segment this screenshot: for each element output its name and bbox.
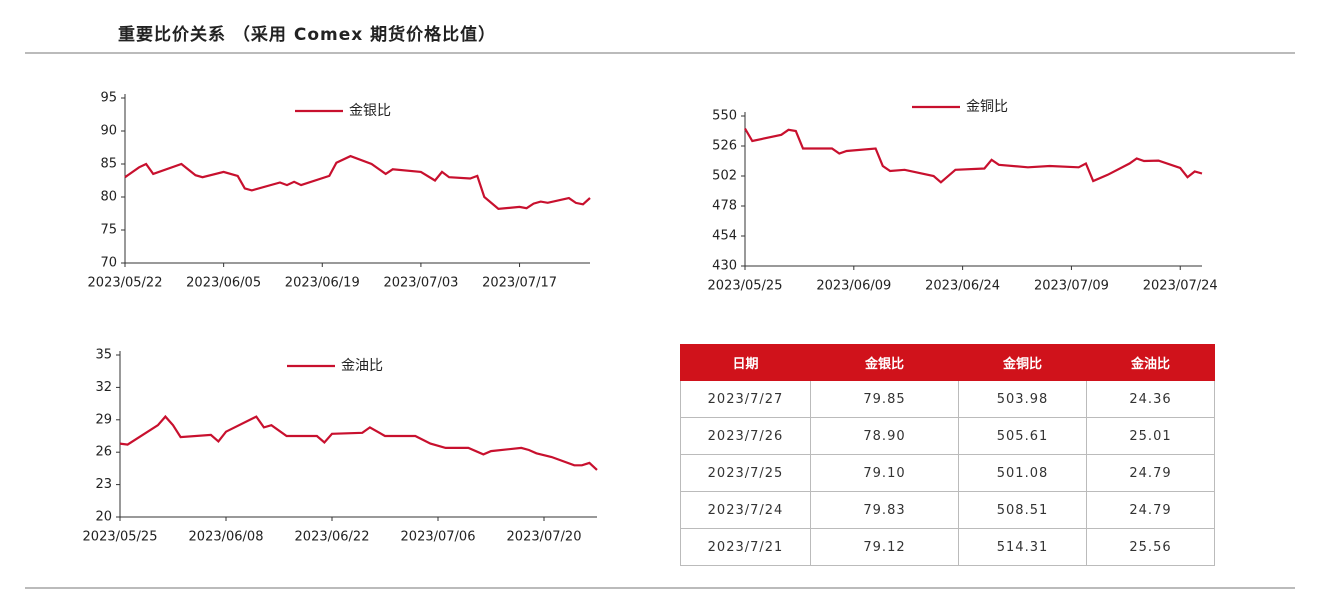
y-tick-label: 26	[95, 445, 112, 460]
y-tick-label: 502	[712, 169, 737, 184]
table-cell: 503.98	[958, 380, 1087, 418]
table-row: 2023/7/21 79.12 514.31 25.56	[680, 528, 1215, 566]
table-cell: 25.01	[1086, 417, 1215, 455]
table-row: 2023/7/27 79.85 503.98 24.36	[680, 380, 1215, 418]
x-tick-label: 2023/05/25	[83, 530, 158, 545]
table-cell: 2023/7/27	[680, 380, 811, 418]
table-cell: 25.56	[1086, 528, 1215, 566]
table-cell: 24.36	[1086, 380, 1215, 418]
data-table: 日期 金银比 金铜比 金油比 2023/7/27 79.85 503.98 24.36 2023…	[680, 344, 1215, 566]
table-cell: 79.83	[810, 491, 959, 529]
table-row: 2023/7/24 79.83 508.51 24.79	[680, 491, 1215, 529]
y-tick-label: 430	[712, 259, 737, 274]
y-tick-label: 32	[95, 380, 112, 395]
table-cell: 2023/7/24	[680, 491, 811, 529]
legend-label: 金银比	[349, 103, 391, 119]
y-tick-label: 20	[95, 510, 112, 525]
x-tick-label: 2023/07/20	[507, 530, 582, 545]
y-tick-label: 526	[712, 139, 737, 154]
legend-label: 金铜比	[966, 99, 1008, 115]
column-header: 金银比	[810, 344, 959, 381]
x-tick-label: 2023/07/24	[1143, 279, 1218, 294]
y-tick-label: 29	[95, 412, 112, 427]
y-tick-label: 70	[100, 256, 117, 271]
page-title: 重要比价关系 （采用 Comex 期货价格比值）	[118, 25, 497, 45]
y-tick-label: 550	[712, 109, 737, 124]
x-tick-label: 2023/06/19	[285, 276, 360, 291]
table-cell: 78.90	[810, 417, 959, 455]
y-tick-label: 85	[100, 157, 117, 172]
table-cell: 79.12	[810, 528, 959, 566]
y-tick-label: 75	[100, 223, 117, 238]
x-tick-label: 2023/06/08	[189, 530, 264, 545]
table-cell: 79.85	[810, 380, 959, 418]
series-line	[119, 414, 598, 471]
y-tick-label: 90	[100, 124, 117, 139]
x-tick-label: 2023/06/05	[186, 276, 261, 291]
table-cell: 79.10	[810, 454, 959, 492]
x-tick-label: 2023/06/09	[816, 279, 891, 294]
column-header: 金油比	[1086, 344, 1215, 381]
table-row: 2023/7/25 79.10 501.08 24.79	[680, 454, 1215, 492]
series-line	[744, 127, 1203, 184]
y-tick-label: 95	[100, 91, 117, 106]
x-tick-label: 2023/05/25	[708, 279, 783, 294]
table-cell: 514.31	[958, 528, 1087, 566]
y-tick-label: 478	[712, 199, 737, 214]
table-cell: 24.79	[1086, 454, 1215, 492]
table-cell: 24.79	[1086, 491, 1215, 529]
y-tick-label: 454	[712, 229, 737, 244]
series-line	[124, 154, 591, 211]
x-tick-label: 2023/07/17	[482, 276, 557, 291]
x-tick-label: 2023/07/09	[1034, 279, 1109, 294]
table-cell: 2023/7/26	[680, 417, 811, 455]
column-header: 金铜比	[958, 344, 1087, 381]
y-tick-label: 23	[95, 477, 112, 492]
x-tick-label: 2023/05/22	[88, 276, 163, 291]
x-tick-label: 2023/07/06	[401, 530, 476, 545]
x-tick-label: 2023/06/22	[295, 530, 370, 545]
table-cell: 505.61	[958, 417, 1087, 455]
table-cell: 2023/7/21	[680, 528, 811, 566]
y-tick-label: 80	[100, 190, 117, 205]
column-header: 日期	[680, 344, 811, 381]
x-tick-label: 2023/07/03	[383, 276, 458, 291]
y-tick-label: 35	[95, 348, 112, 363]
legend-label: 金油比	[341, 358, 383, 374]
x-tick-label: 2023/06/24	[925, 279, 1000, 294]
table-cell: 501.08	[958, 454, 1087, 492]
table-cell: 2023/7/25	[680, 454, 811, 492]
table-cell: 508.51	[958, 491, 1087, 529]
table-header-row: 日期 金银比 金铜比 金油比	[680, 344, 1215, 381]
table-row: 2023/7/26 78.90 505.61 25.01	[680, 417, 1215, 455]
